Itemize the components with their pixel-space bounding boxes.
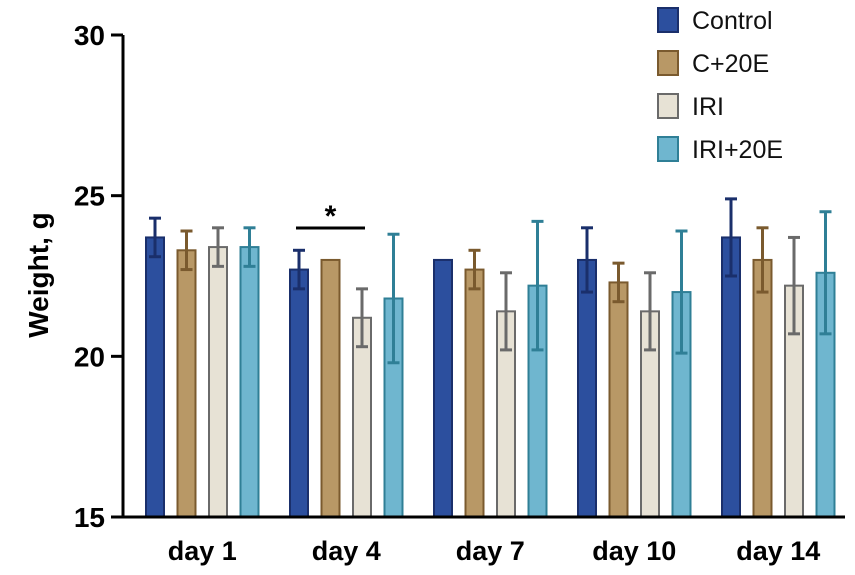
y-tick-label: 25 bbox=[74, 181, 105, 212]
legend-label: Control bbox=[692, 7, 773, 35]
bar-c-20e-day-14 bbox=[752, 258, 773, 518]
legend-swatch bbox=[657, 50, 679, 76]
bar-control-day-7 bbox=[433, 258, 453, 518]
bar-control-day-4 bbox=[289, 268, 309, 518]
legend-label: IRI+20E bbox=[692, 136, 783, 164]
bar-c-20e-day-4 bbox=[320, 258, 341, 518]
legend-swatch bbox=[657, 93, 679, 119]
y-axis-label: Weight, g bbox=[23, 212, 54, 337]
y-tick-label: 30 bbox=[74, 20, 105, 51]
x-tick-label: day 4 bbox=[312, 536, 381, 566]
legend-label: C+20E bbox=[692, 50, 769, 78]
x-axis: day 1 day 4 day 7 day 10 day 14 bbox=[121, 515, 845, 566]
x-tick-label: day 1 bbox=[168, 536, 237, 566]
x-tick-label: day 14 bbox=[736, 536, 820, 566]
bar-iri-day-1 bbox=[208, 246, 228, 519]
x-tick-label: day 7 bbox=[456, 536, 525, 566]
significance-star: * bbox=[325, 200, 337, 233]
bar-c-20e-day-7 bbox=[464, 268, 485, 518]
legend-swatch bbox=[657, 7, 679, 33]
bar-iri-20e-day-1 bbox=[239, 246, 260, 519]
bars bbox=[145, 197, 836, 519]
legend: Control C+20E IRI IRI+20E bbox=[657, 7, 783, 164]
x-tick-label: day 10 bbox=[592, 536, 676, 566]
y-tick-label: 20 bbox=[74, 341, 105, 372]
y-tick-label: 15 bbox=[74, 502, 105, 533]
y-axis: 15 20 25 30 bbox=[74, 20, 125, 533]
legend-label: IRI bbox=[692, 93, 724, 121]
legend-swatch bbox=[657, 136, 679, 162]
bar-c-20e-day-1 bbox=[176, 249, 197, 518]
bar-control-day-1 bbox=[145, 236, 165, 518]
bar-c-20e-day-10 bbox=[608, 281, 629, 518]
annotations: * bbox=[296, 200, 365, 233]
bar-control-day-10 bbox=[577, 258, 597, 518]
bar-control-day-14 bbox=[721, 236, 741, 518]
